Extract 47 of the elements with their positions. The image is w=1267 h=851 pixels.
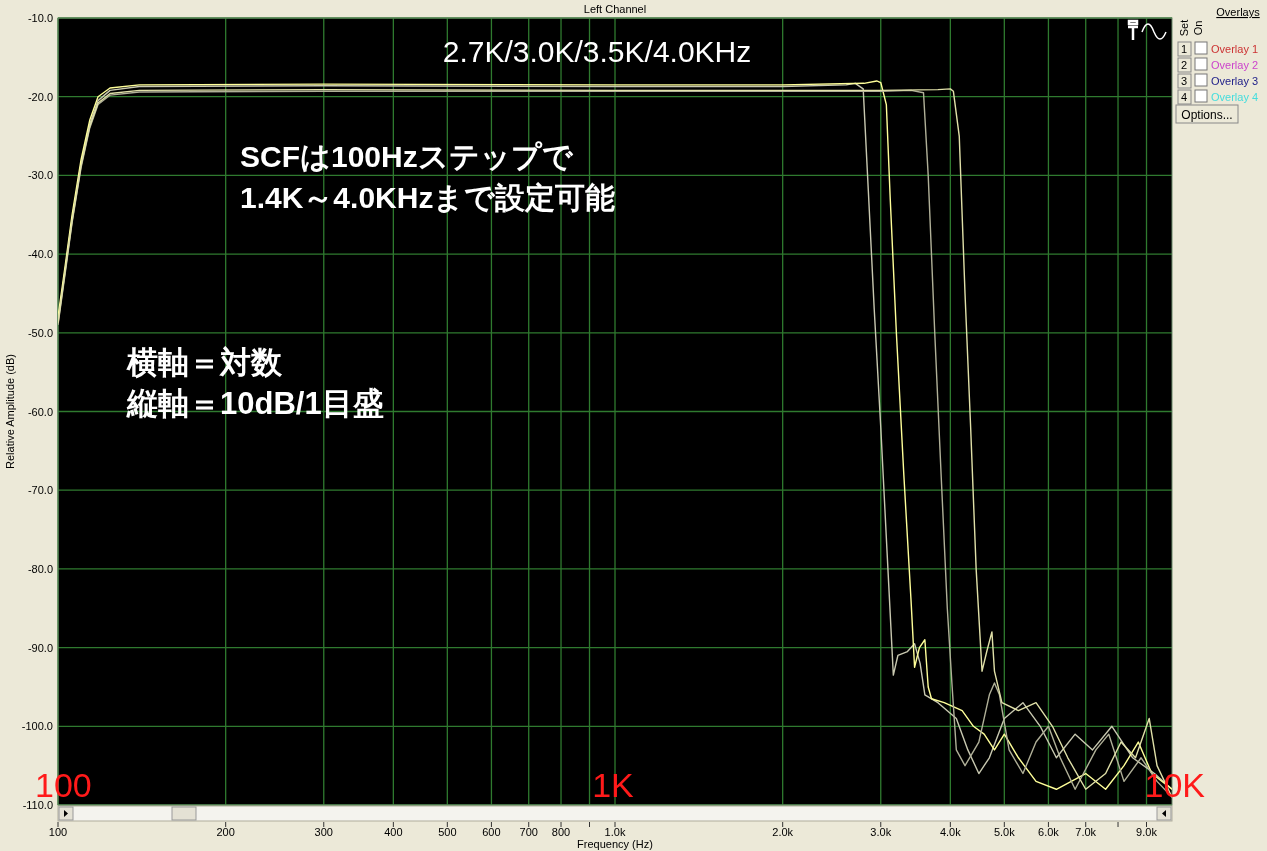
x-tick-label: 700 <box>519 826 538 838</box>
x-axis-title: Frequency (Hz) <box>577 838 653 850</box>
text: Set <box>1178 19 1190 37</box>
text: Overlay 4 <box>1211 91 1259 103</box>
annotation: 横軸＝対数 <box>126 345 283 380</box>
y-tick-label: -60.0 <box>27 405 53 418</box>
x-tick-label: 400 <box>384 826 403 838</box>
x-tick-label: 600 <box>482 826 501 838</box>
text: Overlay 2 <box>1211 59 1259 71</box>
annotation: 1K <box>592 766 635 804</box>
x-tick-label: 300 <box>314 826 333 838</box>
x-tick-label: 1.0k <box>604 826 626 838</box>
x-tick-label: 6.0k <box>1038 826 1060 838</box>
y-tick-label: -20.0 <box>27 90 53 103</box>
x-tick-label: 2.0k <box>772 826 794 838</box>
y-tick-label: -100.0 <box>21 720 53 733</box>
text: On <box>1192 20 1204 36</box>
text: 2 <box>1180 59 1188 71</box>
text: Overlay 3 <box>1211 75 1259 87</box>
x-tick-label: 4.0k <box>939 826 962 838</box>
x-tick-label: 9.0k <box>1136 826 1158 838</box>
x-tick-label: 3.0k <box>870 826 892 838</box>
annotation: SCFは100Hzステップで <box>240 140 574 173</box>
x-tick-label: 800 <box>551 826 571 838</box>
x-tick-label: 500 <box>438 826 457 838</box>
text: Overlay 1 <box>1211 43 1259 55</box>
annotation: 縦軸＝10dB/1目盛 <box>126 386 384 421</box>
text: 1 <box>1180 43 1188 55</box>
y-tick-label: -40.0 <box>27 248 53 261</box>
x-tick-label: 100 <box>48 826 68 838</box>
x-tick-label: 200 <box>216 826 235 838</box>
y-tick-label: -10.0 <box>27 12 53 24</box>
text: Overlays <box>1216 6 1261 18</box>
annotation: 2.7K/3.0K/3.5K/4.0KHz <box>442 35 752 68</box>
y-tick-label: -50.0 <box>27 326 53 339</box>
x-tick-label: 7.0k <box>1075 826 1097 838</box>
y-tick-label: -90.0 <box>27 641 53 654</box>
y-tick-label: -70.0 <box>27 484 53 497</box>
text: Options... <box>1181 108 1233 122</box>
y-axis-title: Relative Amplitude (dB) <box>4 354 16 469</box>
x-tick-label: 5.0k <box>993 826 1016 838</box>
chart-title: Left Channel <box>583 3 647 15</box>
y-tick-label: -80.0 <box>27 562 53 575</box>
annotation: 1.4K～4.0KHzまで設定可能 <box>240 181 616 214</box>
y-tick-label: -30.0 <box>27 169 53 182</box>
text: 3 <box>1180 75 1188 87</box>
text: 4 <box>1180 91 1188 103</box>
